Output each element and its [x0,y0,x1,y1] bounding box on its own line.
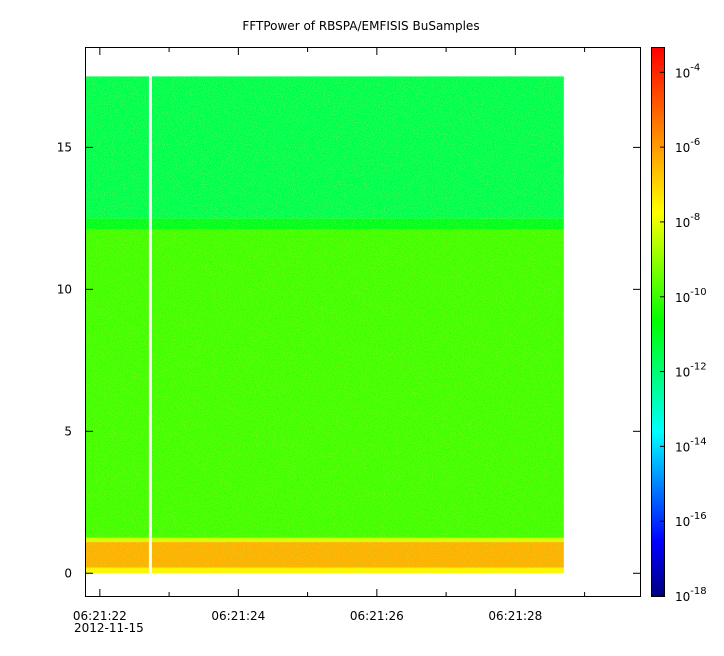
y-tick-label: 5 [64,424,72,438]
colorbar-tick-label: 10-14 [675,436,707,454]
x-axis: 06:21:22 06:21:24 06:21:26 06:21:28 [73,48,586,623]
colorbar [651,47,665,597]
x-date-label: 2012-11-15 [74,621,144,635]
colorbar-tick-label: 10-18 [675,586,707,604]
x-tick-label: 06:21:28 [488,609,542,623]
colorbar-tick-label: 10-6 [675,137,700,155]
colorbar-tick-label: 10-12 [675,362,707,380]
x-tick-label: 06:21:24 [211,609,265,623]
y-tick-label: 0 [64,566,72,580]
data-gap [148,76,152,574]
y-axis: 0 5 10 15 [57,140,640,580]
y-tick-label: 10 [57,282,72,296]
colorbar-tick-label: 10-4 [675,62,700,80]
x-tick-label: 06:21:22 [73,609,127,623]
plot-frame [85,47,641,597]
heatmap-speckle [86,76,564,574]
colorbar-tick-label: 10-8 [675,212,700,230]
y-tick-label: 15 [57,140,72,154]
chart-title: FFTPower of RBSPA/EMFISIS BuSamples [242,19,479,33]
colorbar-ticks: 10-4 10-6 10-8 10-10 10-12 10-14 10-16 10-18 [660,62,707,604]
colorbar-tick-label: 10-16 [675,511,707,529]
x-tick-label: 06:21:26 [350,609,404,623]
colorbar-tick-label: 10-10 [675,287,707,305]
